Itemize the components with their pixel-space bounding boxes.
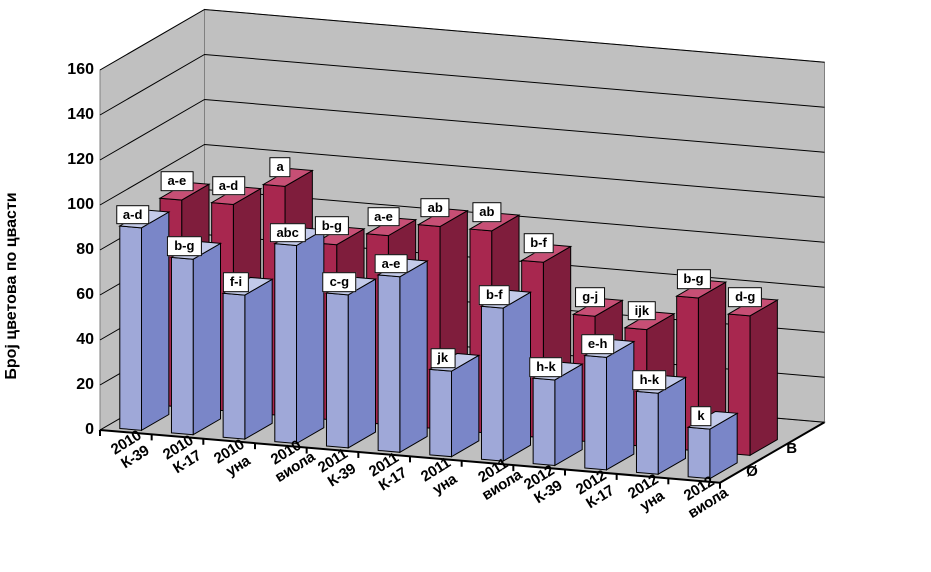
bar-annotation: d-g xyxy=(728,287,762,307)
bar-annotation: b-f xyxy=(523,234,554,254)
chart-svg xyxy=(0,0,931,572)
bar-annotation: a-e xyxy=(375,254,408,274)
bar3d-chart: Број цветова по цвасти 0 20 40 60 80 100 120 14… xyxy=(0,0,931,572)
y-tick-label: 0 xyxy=(44,421,94,439)
bar-annotation: k xyxy=(690,406,711,426)
bar-annotation: b-g xyxy=(676,269,710,289)
bar-annotation: a xyxy=(270,158,291,178)
bar-annotation: a-d xyxy=(116,205,150,225)
series-label: B xyxy=(786,440,797,457)
bar-annotation: c-g xyxy=(323,272,357,292)
y-tick-label: 120 xyxy=(44,151,94,169)
bar-annotation: f-i xyxy=(223,272,249,292)
bar-annotation: g-j xyxy=(575,287,605,307)
y-tick-label: 140 xyxy=(44,106,94,124)
bar-annotation: e-h xyxy=(581,335,615,355)
bar-annotation: h-k xyxy=(633,371,667,391)
bar-annotation: a-d xyxy=(212,176,246,196)
bar-annotation: h-k xyxy=(529,357,563,377)
bar-annotation: b-g xyxy=(167,236,201,256)
bar-annotation: ijk xyxy=(628,301,656,321)
bar-annotation: b-f xyxy=(479,285,510,305)
y-tick-label: 60 xyxy=(44,286,94,304)
bar-annotation: jk xyxy=(430,348,455,368)
bar-annotation: b-g xyxy=(315,216,349,236)
y-tick-label: 100 xyxy=(44,196,94,214)
y-tick-label: 80 xyxy=(44,241,94,259)
bar-annotation: ab xyxy=(421,198,450,218)
y-tick-label: 40 xyxy=(44,331,94,349)
bar-annotation: a-e xyxy=(367,207,400,227)
bar-annotation: ab xyxy=(472,202,501,222)
y-tick-label: 160 xyxy=(44,61,94,79)
y-axis-label: Број цветова по цвасти xyxy=(3,192,21,379)
y-tick-label: 20 xyxy=(44,376,94,394)
bar-annotation: a-e xyxy=(160,171,193,191)
bar-annotation: abc xyxy=(269,223,305,243)
series-label: Ø xyxy=(746,463,758,480)
